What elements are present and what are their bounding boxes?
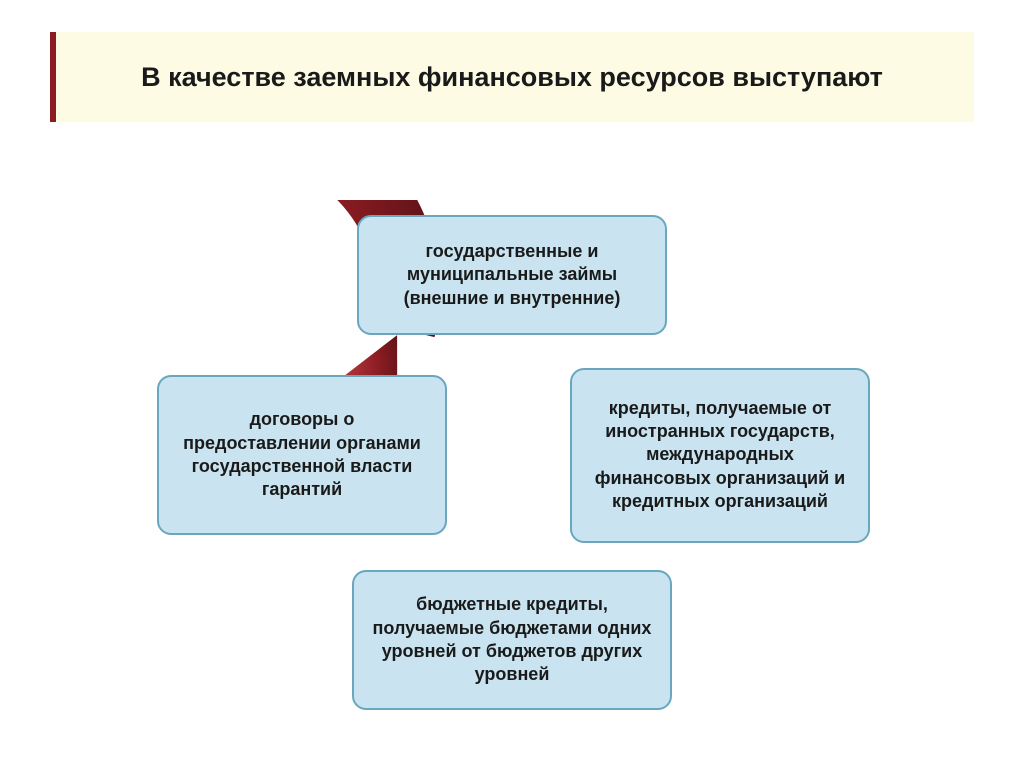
cycle-node-label: бюджетные кредиты, получаемые бюджетами … [372,593,652,687]
cycle-diagram: государственные и муниципальные займы (в… [0,150,1024,750]
cycle-node-right: кредиты, получаемые от иностранных госуд… [570,368,870,543]
cycle-node-label: договоры о предоставлении органами госуд… [177,408,427,502]
page-title: В качестве заемных финансовых ресурсов в… [111,62,913,93]
cycle-node-label: кредиты, получаемые от иностранных госуд… [590,397,850,514]
cycle-node-top: государственные и муниципальные займы (в… [357,215,667,335]
title-bar: В качестве заемных финансовых ресурсов в… [50,32,974,122]
cycle-node-label: государственные и муниципальные займы (в… [377,240,647,310]
cycle-node-bottom: бюджетные кредиты, получаемые бюджетами … [352,570,672,710]
cycle-node-left: договоры о предоставлении органами госуд… [157,375,447,535]
